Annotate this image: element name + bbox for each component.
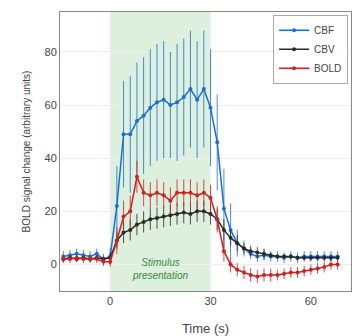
svg-text:0: 0: [107, 295, 113, 307]
svg-text:60: 60: [45, 99, 57, 111]
svg-text:0: 0: [51, 258, 57, 270]
svg-text:40: 40: [45, 152, 57, 164]
svg-text:80: 80: [45, 46, 57, 58]
svg-text:Stimuluspresentation: Stimuluspresentation: [132, 257, 188, 281]
svg-text:CBV: CBV: [314, 44, 335, 55]
svg-text:Time (s): Time (s): [182, 321, 229, 336]
svg-text:30: 30: [204, 295, 216, 307]
svg-text:CBF: CBF: [314, 25, 334, 36]
svg-text:20: 20: [45, 205, 57, 217]
svg-text:BOLD signal change (arbitrary: BOLD signal change (arbitrary units): [21, 71, 32, 233]
svg-text:BOLD: BOLD: [314, 63, 341, 74]
svg-text:60: 60: [305, 295, 317, 307]
